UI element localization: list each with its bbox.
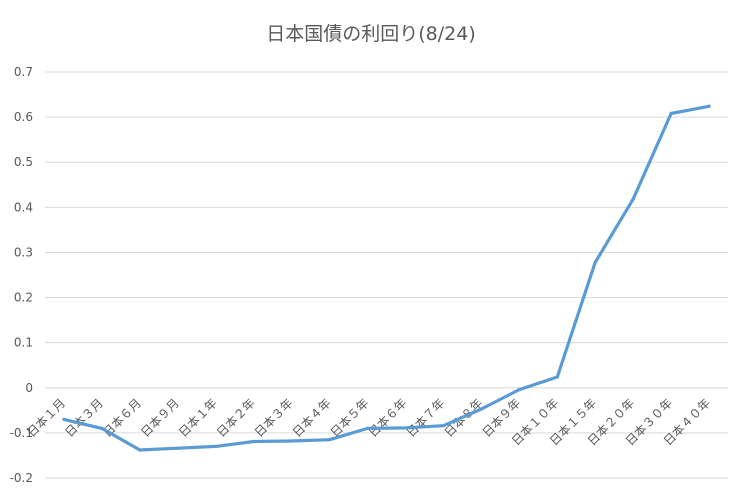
data-point: [517, 387, 521, 392]
data-point: [631, 197, 635, 201]
y-axis-ticks: -0.2 -0.1 0 0.1 0.2 0.3 0.4 0.5 0.6 0.7: [10, 65, 33, 485]
grid: [45, 71, 728, 479]
data-point: [479, 407, 483, 411]
y-tick-label: 0.5: [14, 155, 33, 169]
data-point: [403, 426, 408, 430]
y-tick-label: -0.2: [10, 471, 33, 485]
data-point: [593, 260, 597, 264]
data-point: [707, 104, 711, 108]
y-tick-label: 0.4: [14, 200, 33, 214]
y-tick-label: 0: [25, 381, 33, 395]
data-point: [327, 438, 332, 442]
y-tick-label: 0.6: [14, 110, 33, 124]
data-point: [138, 448, 142, 452]
data-point: [214, 444, 218, 449]
y-tick-label: 0.3: [14, 245, 33, 259]
chart-title: 日本国債の利回り(8/24): [266, 23, 476, 45]
data-point: [555, 375, 559, 379]
series-line: [62, 104, 711, 452]
y-tick-label: -0.1: [10, 426, 33, 440]
data-point: [62, 417, 66, 421]
data-point: [290, 439, 294, 443]
x-axis-categories: 日本１月日本３月日本６月日本９月日本１年日本２年日本３年日本４年日本５年日本６年…: [24, 396, 713, 448]
y-tick-label: 0.1: [14, 336, 33, 350]
y-tick-label: 0.2: [14, 291, 33, 305]
series-layer: [62, 104, 711, 452]
data-point: [669, 111, 673, 116]
data-point: [176, 446, 180, 450]
data-point: [441, 424, 446, 428]
y-tick-label: 0.7: [14, 65, 33, 79]
data-point: [365, 426, 370, 430]
data-point: [252, 439, 256, 444]
data-point: [100, 426, 104, 430]
